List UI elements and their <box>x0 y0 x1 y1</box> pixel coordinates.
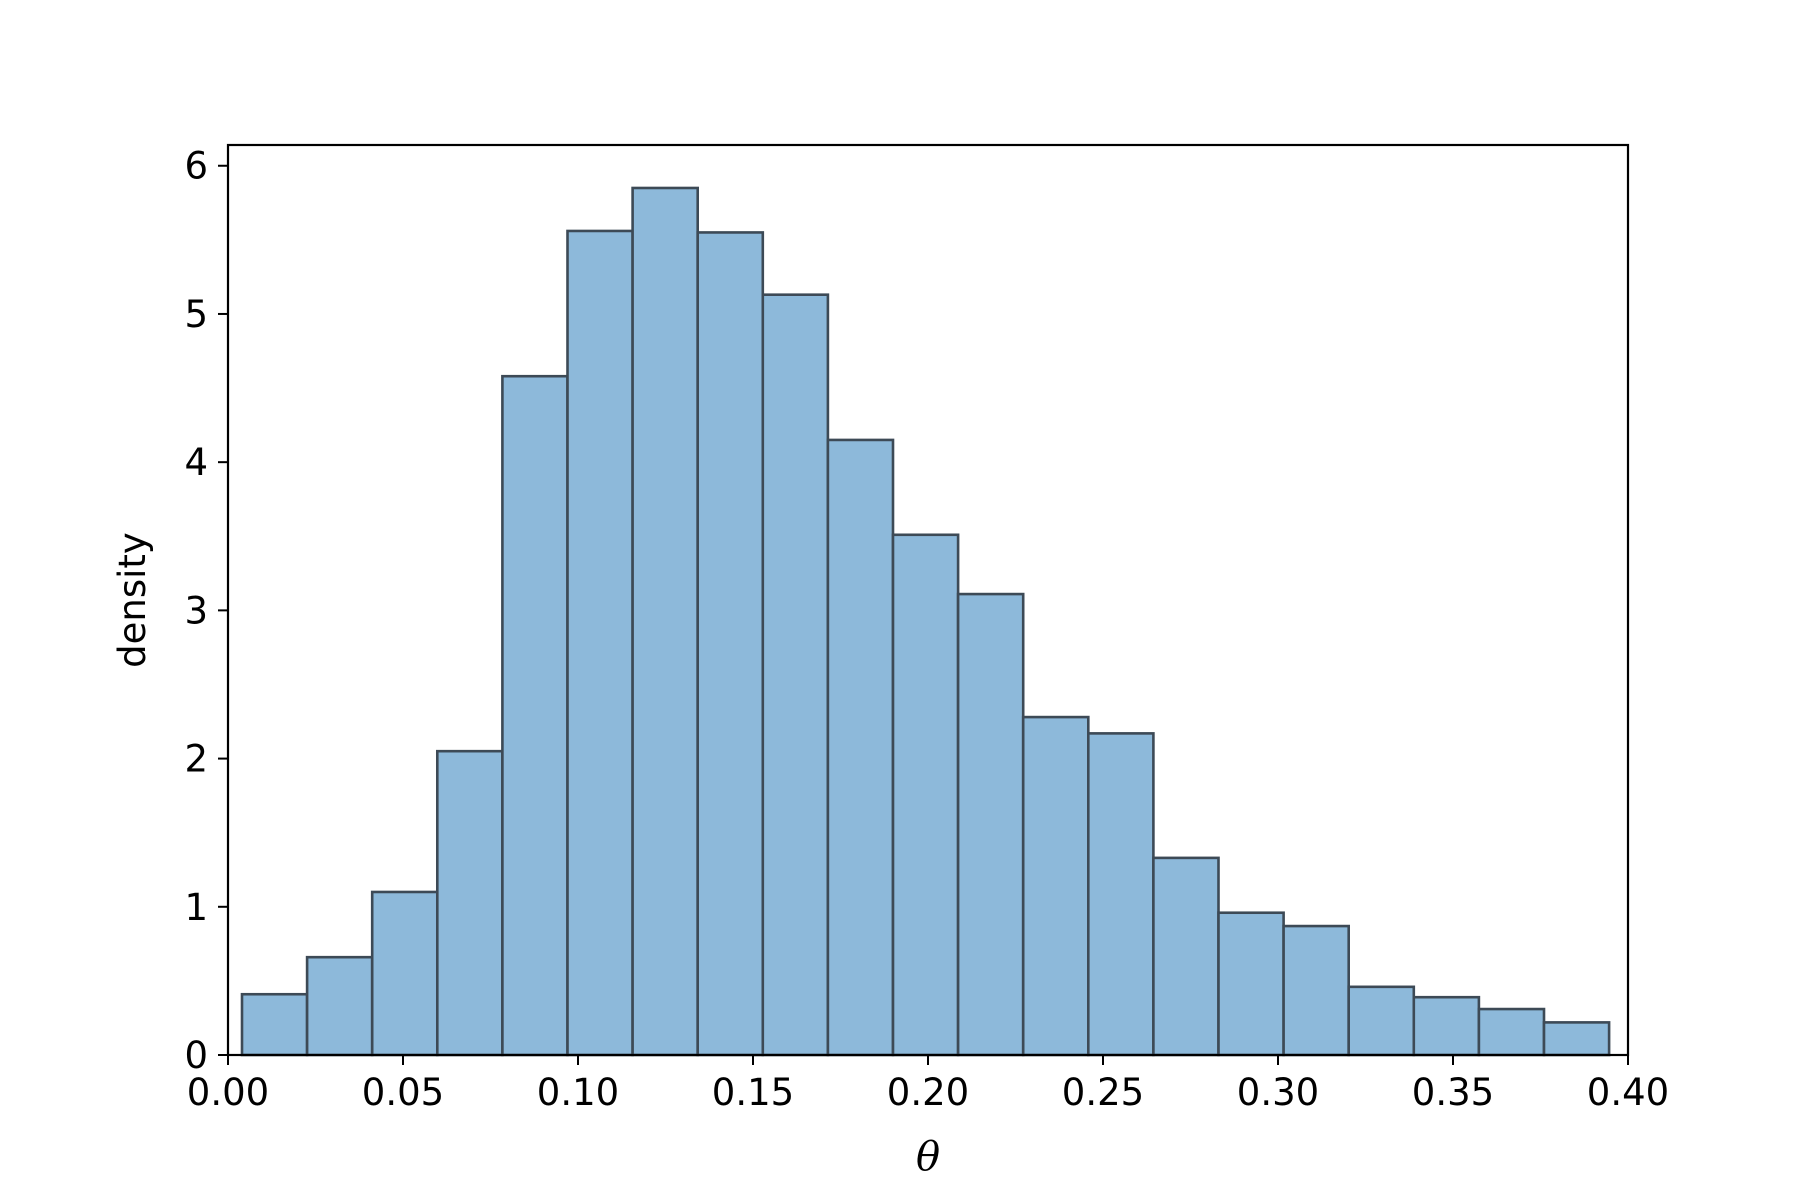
histogram-bar <box>1542 1021 1611 1057</box>
y-axis-title: density <box>111 532 154 668</box>
y-tick-label: 1 <box>184 886 208 929</box>
histogram-bar <box>501 374 569 1057</box>
x-tick-label: 0.05 <box>362 1071 444 1114</box>
x-tick-label: 0.25 <box>1062 1071 1144 1114</box>
x-tick-label: 0.40 <box>1587 1071 1669 1114</box>
histogram-bar <box>696 231 765 1057</box>
x-tick-label: 0.30 <box>1237 1071 1319 1114</box>
histogram-bar <box>761 293 830 1057</box>
y-tick-label: 0 <box>184 1034 208 1077</box>
x-tick-label: 0.15 <box>712 1071 794 1114</box>
histogram-bar <box>566 229 634 1057</box>
y-tick-label: 6 <box>184 145 208 188</box>
x-tick-label: 0.00 <box>187 1071 269 1114</box>
histogram-bar <box>1087 732 1155 1057</box>
histogram-bar <box>826 438 895 1057</box>
bars-layer <box>240 186 1611 1057</box>
histogram-bar <box>1021 715 1090 1057</box>
histogram-bar <box>305 955 374 1057</box>
x-tick-label: 0.10 <box>537 1071 619 1114</box>
y-tick-label: 5 <box>184 293 208 336</box>
histogram-bar <box>1217 911 1285 1057</box>
x-axis-title: θ <box>916 1134 940 1180</box>
y-axis-ticks: 0 1 2 3 4 5 6 <box>184 145 228 1077</box>
y-tick-label: 4 <box>184 441 208 484</box>
histogram-bar <box>1152 856 1220 1057</box>
histogram-bar <box>370 890 439 1057</box>
histogram-bar <box>631 186 699 1057</box>
x-axis-ticks: 0.00 0.05 0.10 0.15 0.20 0.25 0.30 0.35 0.40 <box>187 1055 1669 1114</box>
histogram-bar <box>956 592 1025 1057</box>
y-tick-label: 2 <box>184 738 208 781</box>
histogram-bar <box>435 749 504 1057</box>
histogram-bar <box>1477 1007 1546 1057</box>
histogram-bar <box>1282 924 1350 1057</box>
histogram-bar <box>1347 985 1416 1057</box>
histogram-bar <box>240 992 309 1057</box>
histogram-bar <box>891 533 960 1057</box>
y-tick-label: 3 <box>184 589 208 632</box>
x-tick-label: 0.35 <box>1412 1071 1494 1114</box>
x-tick-label: 0.20 <box>887 1071 969 1114</box>
histogram-bar <box>1412 995 1481 1057</box>
